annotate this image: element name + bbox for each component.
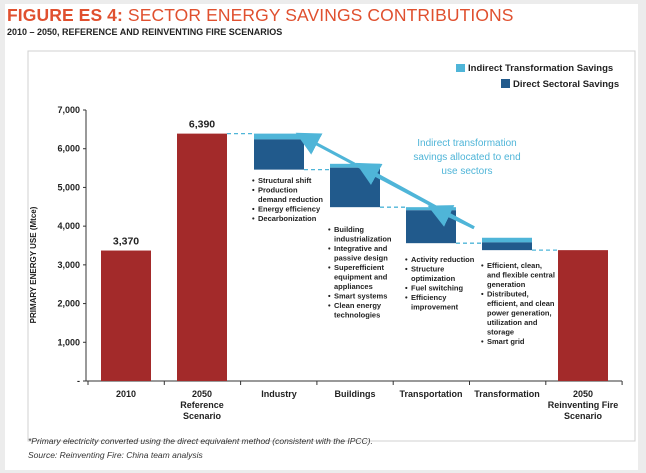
bullet-mark: •	[481, 261, 484, 270]
bullet-mark: •	[328, 263, 331, 272]
annotation-item: industrialization	[334, 235, 392, 244]
annotation-item: Production	[258, 186, 298, 195]
bullet-mark: •	[252, 186, 255, 195]
figure-subtitle: 2010 – 2050, REFERENCE AND REINVENTING F…	[7, 27, 283, 37]
bullet-mark: •	[405, 255, 408, 264]
legend-label-direct: Direct Sectoral Savings	[513, 79, 619, 90]
bullet-list: • Efficient, clean,and flexible centralge…	[481, 261, 555, 346]
category-label: Buildings	[335, 389, 376, 399]
category-label: 2010	[116, 389, 136, 399]
annotation-item: technologies	[334, 311, 380, 320]
y-tick-label: 4,000	[57, 221, 80, 231]
bullet-mark: •	[405, 265, 408, 274]
bullet-mark: •	[481, 337, 484, 346]
annotation-item: Decarbonization	[258, 214, 317, 223]
annotation-item: optimization	[411, 274, 456, 283]
annotation-item: Energy efficiency	[258, 205, 321, 214]
data-label: 6,390	[189, 119, 215, 131]
footnote: *Primary electricity converted using the…	[28, 436, 373, 446]
callout-line: use sectors	[441, 166, 492, 177]
bullet-mark: •	[252, 205, 255, 214]
direct-savings-bar	[482, 242, 532, 251]
annotation-item: demand reduction	[258, 195, 323, 204]
category-label: Transformation	[474, 389, 540, 399]
y-tick-label: -	[77, 376, 80, 386]
annotation-item: efficient, and clean	[487, 299, 555, 308]
annotation-item: Efficient, clean,	[487, 261, 542, 270]
callout-line: savings allocated to end	[413, 152, 520, 163]
annotation-item: utilization and	[487, 318, 538, 327]
source-note: Source: Reinventing Fire: China team ana…	[28, 450, 203, 460]
callout-line: Indirect transformation	[417, 138, 517, 149]
category-label: 2050 Reinventing Fire Scenario	[548, 389, 619, 421]
y-tick-label: 3,000	[57, 260, 80, 270]
figure-number: FIGURE ES 4:	[7, 5, 123, 25]
callout-text: Indirect transformation savings allocate…	[413, 138, 520, 177]
annotation-item: Smart grid	[487, 337, 525, 346]
annotation-item: Smart systems	[334, 292, 387, 301]
figure-title-text: SECTOR ENERGY SAVINGS CONTRIBUTIONS	[127, 5, 514, 25]
annotation-item: Fuel switching	[411, 284, 464, 293]
category-label: 2050 Reference Scenario	[180, 389, 224, 421]
total-bar	[177, 133, 227, 381]
annotation-item: Efficiency	[411, 293, 447, 302]
legend-label-indirect: Indirect Transformation Savings	[468, 63, 613, 74]
y-tick-label: 5,000	[57, 182, 80, 192]
bullet-mark: •	[252, 214, 255, 223]
bullet-mark: •	[328, 244, 331, 253]
figure-title: FIGURE ES 4: SECTOR ENERGY SAVINGS CONTR…	[7, 5, 514, 26]
bullet-mark: •	[481, 290, 484, 299]
annotation-item: Superefficient	[334, 263, 385, 272]
bullet-mark: •	[405, 293, 408, 302]
annotation-item: power generation,	[487, 309, 552, 318]
y-tick-label: 6,000	[57, 144, 80, 154]
annotation-item: and flexible central	[487, 271, 555, 280]
bullet-mark: •	[328, 225, 331, 234]
annotation-item: Clean energy	[334, 301, 382, 310]
indirect-savings-bar	[482, 237, 532, 243]
bullet-mark: •	[405, 284, 408, 293]
bullet-list: • Activity reduction• Structureoptimizatio…	[405, 255, 475, 312]
legend-swatch-direct	[501, 79, 510, 88]
data-label: 3,370	[113, 236, 139, 248]
direct-savings-bar	[254, 139, 304, 170]
total-bar	[558, 250, 608, 381]
legend-swatch-indirect	[456, 64, 465, 72]
annotation-item: appliances	[334, 282, 373, 291]
allocation-arrow	[427, 205, 475, 230]
bullet-mark: •	[328, 301, 331, 310]
y-tick-label: 1,000	[57, 337, 80, 347]
annotation-item: Building	[334, 225, 364, 234]
legend: Indirect Transformation Savings Direct S…	[456, 63, 619, 90]
indirect-savings-bar	[254, 133, 304, 140]
annotation-item: storage	[487, 328, 514, 337]
annotation-item: Distributed,	[487, 290, 529, 299]
annotation-item: equipment and	[334, 273, 388, 282]
bullet-mark: •	[252, 176, 255, 185]
annotation-item: Activity reduction	[411, 255, 475, 264]
category-label: Transportation	[399, 389, 462, 399]
indirect-savings-bar	[406, 207, 456, 211]
annotation-item: Structural shift	[258, 176, 312, 185]
annotation-item: Integrative and	[334, 244, 388, 253]
category-label: Industry	[261, 389, 297, 399]
annotation-item: improvement	[411, 303, 459, 312]
annotation-item: passive design	[334, 254, 388, 263]
total-bar	[101, 250, 151, 381]
bullet-mark: •	[328, 292, 331, 301]
y-axis-label: PRIMARY ENERGY USE (Mtce)	[29, 206, 38, 323]
y-tick-label: 7,000	[57, 105, 80, 115]
y-tick-label: 2,000	[57, 299, 80, 309]
annotation-item: Structure	[411, 265, 444, 274]
annotation-item: generation	[487, 280, 526, 289]
